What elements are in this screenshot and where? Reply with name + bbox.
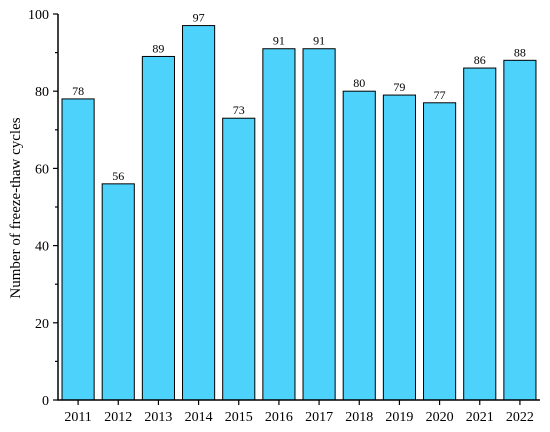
bar-2022 bbox=[503, 59, 537, 401]
bar-value-label: 79 bbox=[393, 80, 405, 94]
bar-2011 bbox=[61, 98, 95, 401]
x-tick-label: 2020 bbox=[426, 410, 454, 425]
bar-value-label: 77 bbox=[434, 88, 446, 102]
bar-2016 bbox=[262, 48, 296, 401]
bar-2019 bbox=[382, 94, 416, 401]
bar-2014 bbox=[182, 25, 216, 401]
bar-2017 bbox=[302, 48, 336, 401]
bar-2015 bbox=[222, 117, 256, 401]
x-tick-label: 2018 bbox=[345, 410, 373, 425]
y-axis-ticks: 0 20 40 60 80 100 bbox=[28, 8, 58, 409]
x-tick-label: 2015 bbox=[225, 410, 253, 425]
bar-value-label: 86 bbox=[474, 53, 486, 67]
bar-value-label: 73 bbox=[233, 103, 245, 117]
x-tick-label: 2019 bbox=[385, 410, 413, 425]
bar-value-label: 97 bbox=[193, 11, 205, 25]
x-axis-ticks: 2011 2012 2013 2014 2015 2016 2017 2018 2019 2020… bbox=[64, 400, 534, 425]
x-tick-label: 2013 bbox=[144, 410, 172, 425]
bar-2021 bbox=[463, 67, 497, 401]
bar-2013 bbox=[141, 55, 175, 401]
bar-2018 bbox=[342, 90, 376, 401]
x-tick-label: 2012 bbox=[104, 410, 132, 425]
bar-value-label: 88 bbox=[514, 45, 526, 59]
bars-group bbox=[61, 25, 537, 401]
bar-value-label: 91 bbox=[273, 34, 285, 48]
bar-value-label: 56 bbox=[112, 169, 124, 183]
x-tick-label: 2021 bbox=[466, 410, 494, 425]
bar-value-label: 91 bbox=[313, 34, 325, 48]
x-tick-label: 2011 bbox=[64, 410, 91, 425]
x-tick-label: 2017 bbox=[305, 410, 333, 425]
bar-2020 bbox=[423, 102, 457, 401]
y-tick-label: 100 bbox=[28, 8, 49, 23]
axes-frame bbox=[57, 14, 540, 401]
y-axis-label: Number of freeze-thaw cycles bbox=[8, 117, 24, 298]
bar-value-label: 89 bbox=[152, 41, 164, 55]
y-tick-label: 40 bbox=[35, 240, 49, 255]
x-tick-label: 2014 bbox=[185, 410, 213, 425]
bar-labels-group: 78 56 89 97 73 91 91 80 79 77 86 88 bbox=[72, 11, 526, 183]
bar-2012 bbox=[101, 183, 135, 401]
x-tick-label: 2016 bbox=[265, 410, 293, 425]
bar-value-label: 80 bbox=[353, 76, 365, 90]
bar-value-label: 78 bbox=[72, 84, 84, 98]
y-tick-label: 80 bbox=[35, 85, 49, 100]
y-tick-label: 0 bbox=[42, 394, 49, 409]
y-tick-label: 20 bbox=[35, 317, 49, 332]
x-tick-label: 2022 bbox=[506, 410, 534, 425]
y-tick-label: 60 bbox=[35, 162, 49, 177]
